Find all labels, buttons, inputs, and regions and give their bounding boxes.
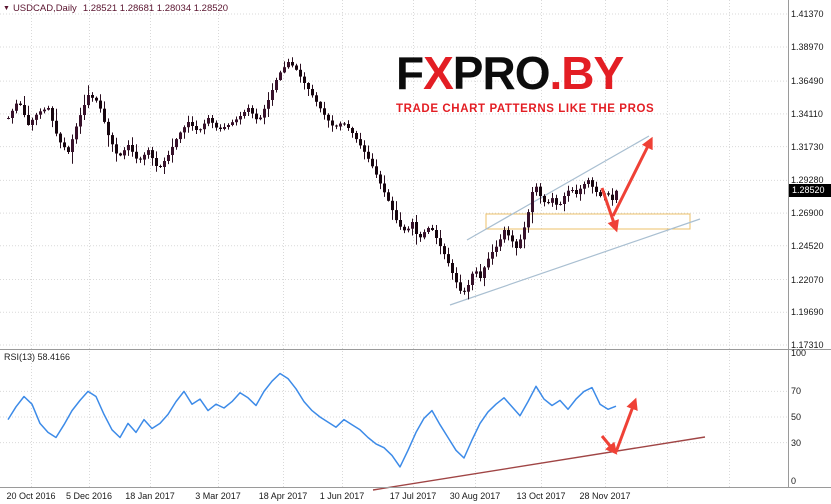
ohlc-values: 1.28521 1.28681 1.28034 1.28520 [82,3,229,14]
forecast-arrow[interactable] [614,397,638,453]
rsi-trendline[interactable] [372,436,706,491]
candlesticks [7,57,618,300]
logo-tagline: TRADE CHART PATTERNS LIKE THE PROS [396,103,655,115]
trend-channel-line[interactable] [466,135,650,241]
collapse-icon[interactable]: ▼ [3,5,10,12]
symbol-period-label: USDCAD,Daily [12,3,77,14]
rsi-indicator-label: RSI(13) 58.4166 [4,352,71,362]
current-price-badge: 1.28520 [789,184,831,197]
forecast-arrow[interactable] [611,136,653,217]
logo-letter: X [423,47,454,99]
logo-letter: F [396,47,424,99]
rsi-line [7,372,617,468]
support-zone [485,213,691,230]
forecast-arrow[interactable] [600,187,619,233]
logo-letter: .BY [549,47,624,99]
fxpro-logo: FXPRO.BY TRADE CHART PATTERNS LIKE THE P… [396,50,654,115]
forecast-arrow[interactable] [600,435,618,455]
trend-channel-line[interactable] [449,218,701,306]
grid-lines [0,0,788,487]
logo-wordmark: FXPRO.BY [396,50,654,96]
logo-letter: PRO [452,47,551,99]
chart-header: ▼ USDCAD,Daily 1.28521 1.28681 1.28034 1.2… [3,3,228,14]
